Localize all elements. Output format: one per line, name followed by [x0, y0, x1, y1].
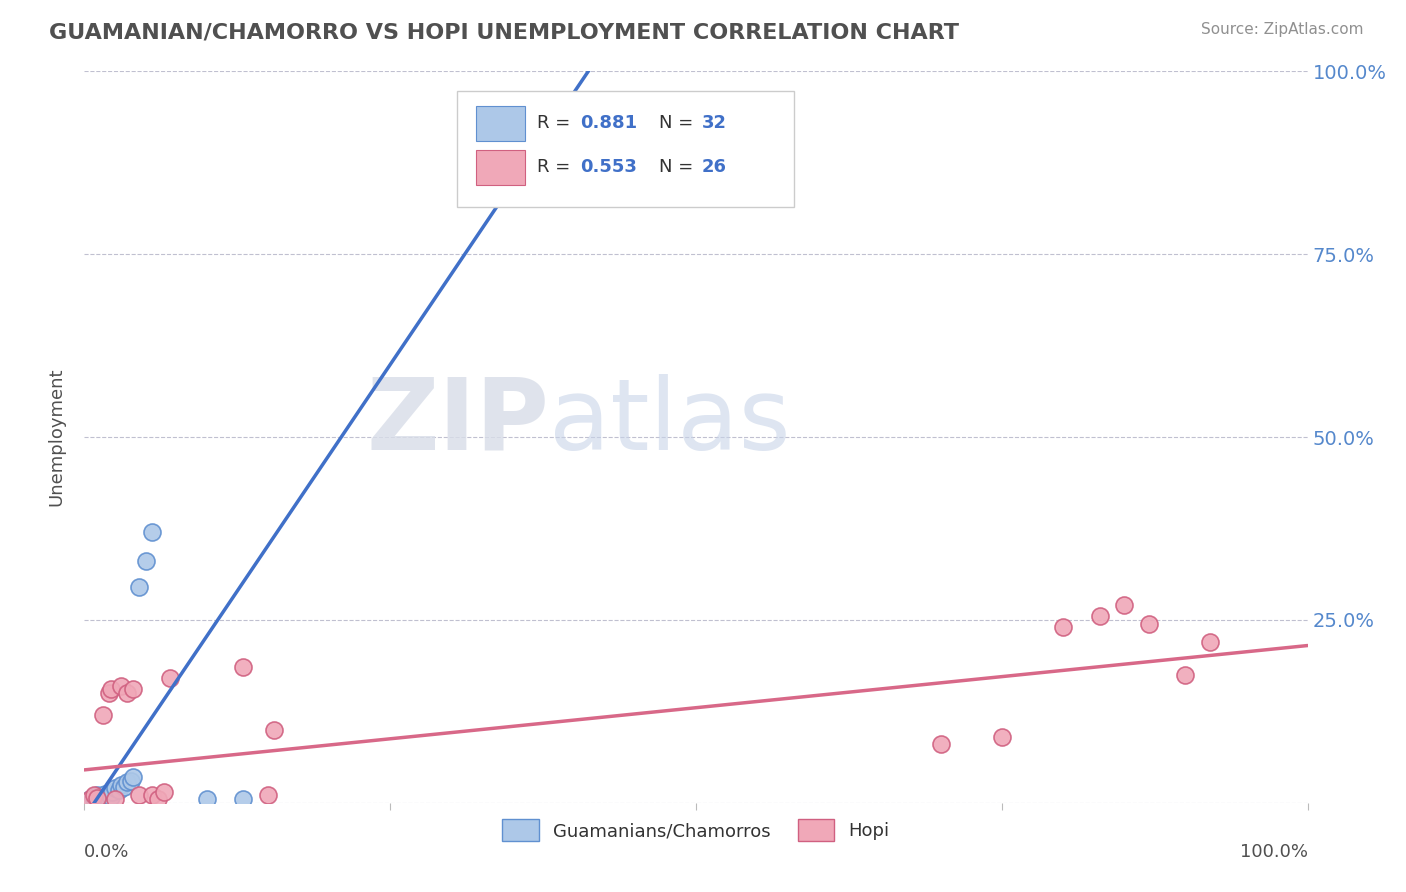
Legend: Guamanians/Chamorros, Hopi: Guamanians/Chamorros, Hopi [495, 812, 897, 848]
Point [1174, 667, 1197, 681]
Point [94, 787, 117, 801]
Point [122, 770, 145, 784]
Point [86, 790, 108, 805]
Point [115, 686, 138, 700]
Text: ZIP: ZIP [367, 374, 550, 471]
Point [153, 785, 176, 799]
Point [97, 686, 120, 700]
Text: 0.553: 0.553 [579, 158, 637, 177]
Point [82, 789, 104, 804]
Point [232, 792, 254, 806]
Point [232, 660, 254, 674]
Point [86, 790, 108, 805]
Point [120, 773, 142, 788]
Point [87, 791, 110, 805]
Text: 26: 26 [702, 158, 727, 177]
Text: 32: 32 [702, 113, 727, 131]
Point [93, 790, 115, 805]
Point [89, 789, 111, 804]
Point [263, 723, 285, 737]
Point [1088, 609, 1111, 624]
Text: 0.0%: 0.0% [84, 843, 129, 861]
Point [195, 792, 218, 806]
Y-axis label: Unemployment: Unemployment [48, 368, 66, 507]
Point [100, 682, 122, 697]
FancyBboxPatch shape [475, 150, 524, 185]
Point [1137, 616, 1160, 631]
Point [97, 791, 120, 805]
Point [1114, 599, 1136, 613]
Text: 0.881: 0.881 [579, 113, 637, 131]
Point [110, 778, 132, 792]
Text: GUAMANIAN/CHAMORRO VS HOPI UNEMPLOYMENT CORRELATION CHART: GUAMANIAN/CHAMORRO VS HOPI UNEMPLOYMENT … [49, 22, 959, 42]
Point [79, 792, 101, 806]
Point [104, 792, 127, 806]
Point [929, 737, 952, 751]
Point [128, 789, 150, 803]
Point [1052, 620, 1074, 634]
Point [110, 679, 132, 693]
Point [257, 789, 280, 803]
Point [79, 792, 101, 806]
Point [90, 792, 112, 806]
Point [87, 789, 110, 804]
Point [135, 554, 157, 568]
Point [141, 525, 163, 540]
Point [97, 787, 120, 801]
Point [91, 789, 114, 803]
FancyBboxPatch shape [457, 91, 794, 207]
Point [115, 775, 138, 789]
Point [112, 780, 135, 794]
Point [83, 789, 105, 803]
Point [96, 789, 118, 804]
Point [98, 789, 121, 804]
Point [122, 682, 145, 697]
Point [100, 789, 122, 804]
Point [141, 789, 163, 803]
Text: R =: R = [537, 158, 576, 177]
Point [91, 708, 114, 723]
Point [128, 580, 150, 594]
Point [91, 792, 114, 806]
Text: N =: N = [659, 113, 699, 131]
Point [107, 782, 129, 797]
Point [84, 793, 107, 807]
Point [83, 791, 105, 805]
Point [104, 781, 127, 796]
Point [86, 789, 108, 803]
Point [159, 672, 181, 686]
Text: atlas: atlas [550, 374, 790, 471]
FancyBboxPatch shape [475, 106, 524, 141]
Text: Source: ZipAtlas.com: Source: ZipAtlas.com [1201, 22, 1364, 37]
Text: 100.0%: 100.0% [1240, 843, 1308, 861]
Point [146, 792, 169, 806]
Point [1198, 635, 1220, 649]
Point [991, 730, 1014, 744]
Text: N =: N = [659, 158, 699, 177]
Point [101, 785, 124, 799]
Text: R =: R = [537, 113, 576, 131]
